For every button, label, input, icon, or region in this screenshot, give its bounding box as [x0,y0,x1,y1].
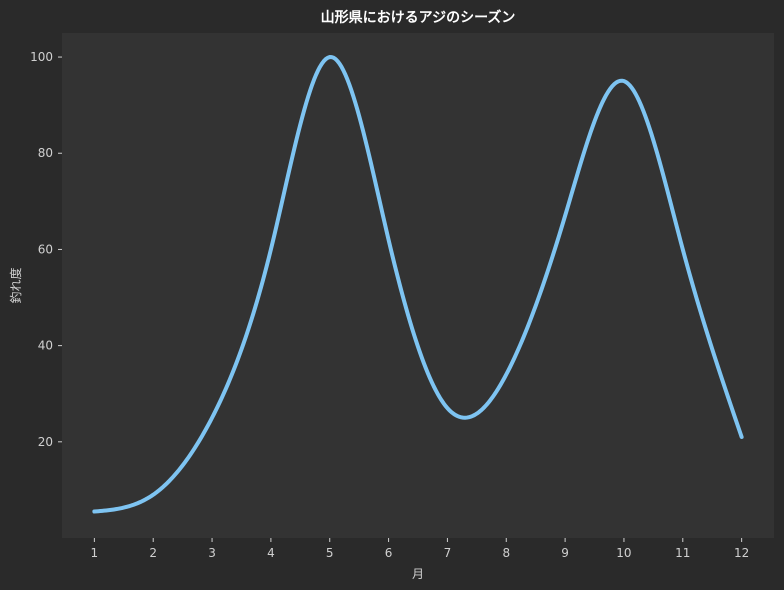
x-tick-label-7: 7 [444,546,452,560]
x-axis: 1 2 3 4 5 6 7 8 9 10 11 12 [91,538,749,560]
x-tick-label-6: 6 [385,546,393,560]
x-tick-label-1: 1 [91,546,99,560]
y-tick-label-100: 100 [30,50,53,64]
x-tick-label-3: 3 [208,546,216,560]
chart-title: 山形県におけるアジのシーズン [321,9,516,26]
y-axis: 20 40 60 80 100 [30,50,62,449]
x-tick-label-5: 5 [326,546,334,560]
x-tick-label-8: 8 [502,546,510,560]
x-tick-label-11: 11 [675,546,690,560]
x-tick-label-10: 10 [616,546,631,560]
y-tick-label-80: 80 [38,146,53,160]
x-axis-label: 月 [412,567,424,581]
x-tick-label-4: 4 [267,546,275,560]
series-line [92,55,744,514]
plot-area [62,33,774,538]
y-tick-label-40: 40 [38,339,53,353]
x-tick-label-2: 2 [149,546,157,560]
y-tick-label-20: 20 [38,435,53,449]
y-axis-label: 釣れ度 [8,267,23,303]
x-tick-label-9: 9 [561,546,569,560]
x-tick-label-12: 12 [734,546,749,560]
y-tick-label-60: 60 [38,242,53,256]
